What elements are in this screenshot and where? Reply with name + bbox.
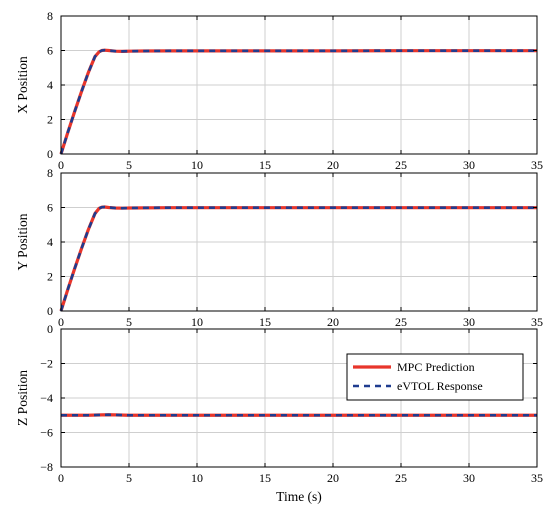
y-tick-label: 0 [47, 322, 53, 336]
x-tick-label: 25 [395, 471, 407, 485]
legend-label: MPC Prediction [397, 360, 475, 374]
x-tick-label: 15 [259, 471, 271, 485]
x-tick-label: 20 [327, 158, 339, 172]
y-tick-label: 6 [47, 201, 53, 215]
x-tick-label: 10 [191, 471, 203, 485]
x-tick-label: 15 [259, 315, 271, 329]
x-axis-label: Time (s) [276, 489, 322, 504]
x-tick-label: 10 [191, 158, 203, 172]
y-axis-label: X Position [15, 56, 30, 114]
x-tick-label: 20 [327, 315, 339, 329]
series-line-evtol-response [61, 413, 537, 417]
y-tick-label: 6 [47, 44, 53, 58]
series-line-evtol-response [59, 205, 537, 312]
x-tick-label: 0 [58, 315, 64, 329]
subplot-2: 0 5 10 15 20 25 30 35 0 2 4 6 8 Y Position [15, 166, 543, 329]
x-tick-label: 25 [395, 315, 407, 329]
x-tick-label: 15 [259, 158, 271, 172]
y-tick-label: 4 [47, 78, 53, 92]
y-tick-label: −6 [40, 426, 53, 440]
y-tick-label: 4 [47, 235, 53, 249]
legend: MPC Prediction eVTOL Response [346, 353, 524, 401]
x-tick-label: 35 [531, 315, 543, 329]
subplot-3: 0 5 10 15 20 25 30 35 −8 −6 −4 −2 0 Z Position Time (s… [15, 322, 543, 504]
x-tick-label: 0 [58, 158, 64, 172]
y-tick-label: 8 [47, 166, 53, 180]
y-tick-label: 0 [47, 304, 53, 318]
y-tick-label: −8 [40, 460, 53, 474]
y-tick-label: 8 [47, 9, 53, 23]
legend-box [346, 353, 524, 401]
x-tick-label: 5 [126, 158, 132, 172]
y-tick-label: 2 [47, 113, 53, 127]
y-tick-label: 0 [47, 147, 53, 161]
x-tick-label: 35 [531, 471, 543, 485]
x-tick-label: 5 [126, 471, 132, 485]
x-tick-label: 25 [395, 158, 407, 172]
x-tick-label: 10 [191, 315, 203, 329]
x-tick-label: 5 [126, 315, 132, 329]
y-axis-label: Y Position [15, 213, 30, 270]
y-axis-label: Z Position [15, 370, 30, 426]
y-tick-label: −4 [40, 391, 53, 405]
x-tick-label: 20 [327, 471, 339, 485]
series-line-evtol-response [59, 48, 537, 155]
subplot-1: 0 5 10 15 20 25 30 35 0 2 4 6 8 X Position [15, 9, 543, 172]
y-tick-label: 2 [47, 270, 53, 284]
y-tick-label: −2 [40, 357, 53, 371]
x-tick-label: 30 [463, 315, 475, 329]
x-tick-label: 0 [58, 471, 64, 485]
legend-label: eVTOL Response [397, 379, 483, 393]
x-tick-label: 35 [531, 158, 543, 172]
x-tick-label: 30 [463, 158, 475, 172]
x-tick-label: 30 [463, 471, 475, 485]
